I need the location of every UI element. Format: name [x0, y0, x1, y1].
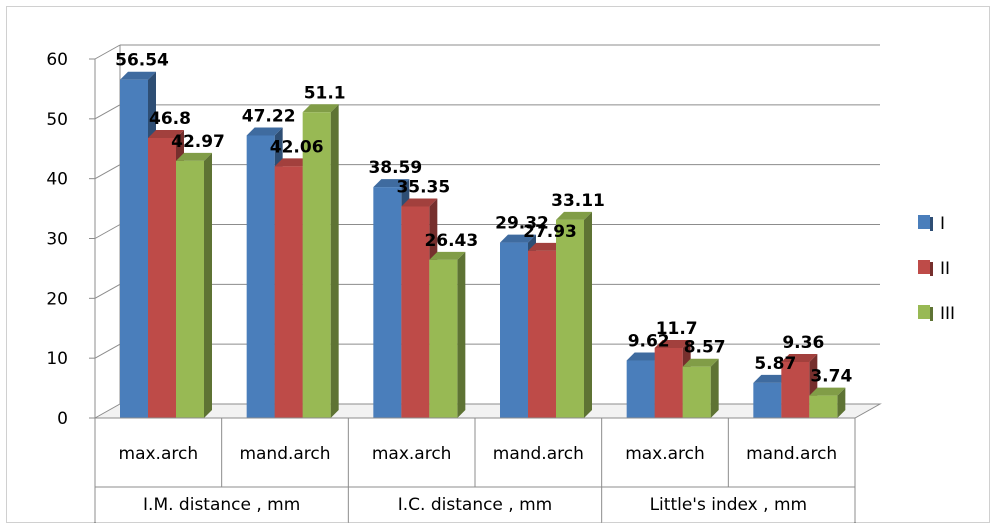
bar-side [330, 104, 339, 419]
bar-top [274, 158, 311, 167]
bar-top [809, 387, 846, 396]
bar-top [148, 129, 184, 138]
data-label: 11.7 [656, 319, 698, 339]
bar-top [401, 198, 438, 207]
group-label: Little's index , mm [650, 495, 807, 515]
group-label: I.C. distance , mm [398, 495, 552, 515]
side-wall-line [94, 44, 121, 60]
data-label: 27.93 [523, 222, 577, 242]
legend-swatch-side [930, 307, 933, 321]
y-tick-label: 0 [57, 409, 68, 429]
legend-label: II [940, 259, 950, 279]
data-label: 9.36 [782, 333, 824, 353]
legend-swatch [918, 305, 930, 319]
data-label: 56.54 [115, 51, 169, 71]
data-label: 46.8 [149, 109, 191, 129]
data-label: 3.74 [810, 367, 852, 387]
data-label: 51.1 [304, 83, 346, 103]
data-label: 26.43 [424, 231, 478, 251]
y-tick-label: 40 [46, 170, 68, 190]
bar [809, 395, 838, 418]
legend-swatch-side [930, 217, 933, 231]
x-tick-label: mand.arch [239, 444, 330, 464]
side-wall-line [94, 283, 121, 299]
legend-swatch [918, 260, 930, 274]
data-label: 29.32 [495, 214, 549, 234]
bar [148, 137, 176, 419]
bar [528, 250, 556, 418]
bar-side [204, 152, 212, 418]
bar [246, 135, 275, 419]
bar-side [837, 387, 846, 418]
data-label: 8.57 [684, 338, 726, 358]
data-label: 9.62 [628, 331, 670, 351]
chart-border [6, 6, 990, 523]
legend-label: III [940, 304, 955, 324]
bar [753, 382, 782, 418]
bar-side [584, 211, 592, 418]
bar-side [710, 358, 719, 418]
bar [176, 160, 204, 418]
side-wall-line [94, 343, 121, 359]
data-label: 38.59 [368, 158, 422, 178]
bar-top [120, 71, 156, 80]
y-tick-label: 50 [46, 110, 68, 130]
bar [500, 242, 528, 418]
data-label: 5.87 [754, 354, 796, 374]
bar-top [302, 104, 339, 113]
data-label: 35.35 [396, 177, 450, 197]
bar [682, 366, 711, 418]
x-tick-label: max.arch [119, 444, 199, 464]
bar [556, 219, 584, 418]
bar [120, 79, 148, 418]
bar [626, 360, 655, 418]
y-tick-label: 60 [46, 50, 68, 70]
side-wall-line [94, 224, 121, 239]
data-label: 42.97 [171, 132, 225, 152]
bar-side [457, 251, 466, 418]
bar-top [682, 358, 719, 367]
bar [373, 187, 402, 418]
bar-top [626, 352, 663, 361]
bar [781, 361, 810, 418]
x-tick-label: mand.arch [746, 444, 837, 464]
group-label: I.M. distance , mm [143, 495, 300, 515]
data-label: 33.11 [551, 191, 605, 211]
bar-top [556, 211, 592, 220]
y-tick-label: 20 [46, 289, 68, 309]
y-tick-label: 10 [46, 349, 68, 369]
side-wall-line [94, 164, 121, 180]
y-tick-label: 30 [46, 230, 68, 250]
data-label: 47.22 [242, 106, 296, 126]
bar-top [781, 353, 818, 362]
x-tick-label: max.arch [372, 444, 452, 464]
bar-top [500, 234, 536, 243]
legend-swatch [918, 215, 930, 229]
x-tick-label: mand.arch [493, 444, 584, 464]
bar [302, 112, 331, 419]
bar [274, 166, 303, 418]
side-wall-line [94, 104, 121, 120]
bar-top [654, 339, 691, 348]
legend-label: I [940, 214, 945, 234]
bar [429, 259, 458, 418]
bar-top [528, 242, 564, 251]
bar-top [753, 374, 790, 383]
bar-top [373, 179, 410, 188]
legend-swatch-side [930, 262, 933, 276]
data-label: 42.06 [270, 137, 324, 157]
bar [654, 347, 683, 418]
bar-top [246, 127, 283, 136]
bar-top [429, 251, 466, 260]
bar-top [176, 152, 212, 161]
bar [401, 206, 430, 418]
x-tick-label: max.arch [625, 444, 705, 464]
